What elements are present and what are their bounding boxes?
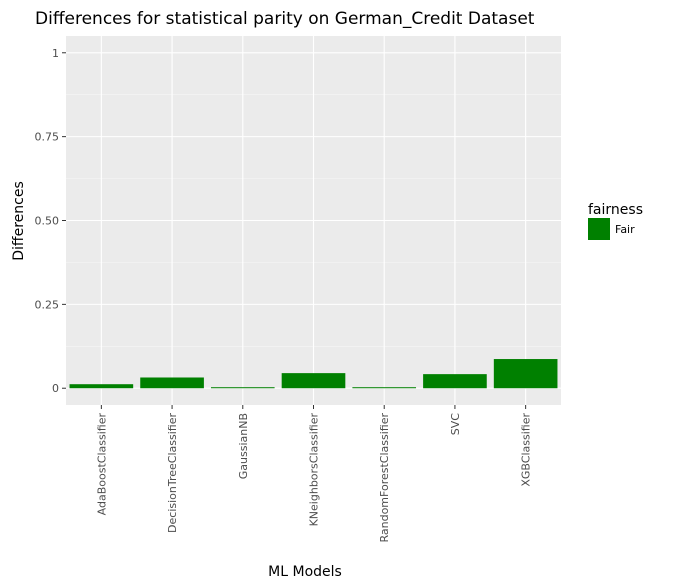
y-tick-label: 0.75 — [35, 131, 60, 144]
bar-GaussianNB — [210, 387, 275, 389]
legend-key-fair — [588, 218, 610, 240]
legend-title: fairness — [588, 202, 643, 218]
y-tick-label: 0 — [52, 382, 59, 395]
x-tick-label: SVC — [449, 413, 462, 436]
x-tick-label: XGBClassifier — [520, 413, 533, 487]
y-tick-label: 1 — [52, 47, 59, 60]
legend-label-fair: Fair — [615, 223, 635, 236]
bar-XGBClassifier — [493, 359, 558, 389]
bar-AdaBoostClassifier — [69, 384, 134, 389]
bar-RandomForestClassifier — [352, 387, 417, 389]
bar-DecisionTreeClassifier — [140, 377, 204, 389]
grid-lines — [66, 36, 561, 405]
y-axis-title: Differences — [11, 181, 27, 260]
bar-KNeighborsClassifier — [281, 373, 346, 389]
legend: fairness Fair — [588, 202, 643, 240]
x-axis: AdaBoostClassifier DecisionTreeClassifier… — [95, 405, 533, 543]
chart-title: Differences for statistical parity on Ge… — [35, 9, 535, 29]
x-tick-label: RandomForestClassifier — [378, 413, 391, 543]
x-axis-title: ML Models — [268, 564, 342, 580]
y-tick-label: 0.50 — [35, 215, 60, 228]
bar-SVC — [423, 374, 487, 389]
bars — [69, 359, 558, 389]
x-tick-label: GaussianNB — [237, 413, 250, 479]
y-axis: 0 0.25 0.50 0.75 1 — [35, 47, 66, 395]
x-tick-label: AdaBoostClassifier — [95, 413, 108, 516]
x-tick-label: DecisionTreeClassifier — [166, 413, 179, 533]
x-tick-label: KNeighborsClassifier — [308, 413, 321, 527]
y-tick-label: 0.25 — [35, 298, 60, 311]
